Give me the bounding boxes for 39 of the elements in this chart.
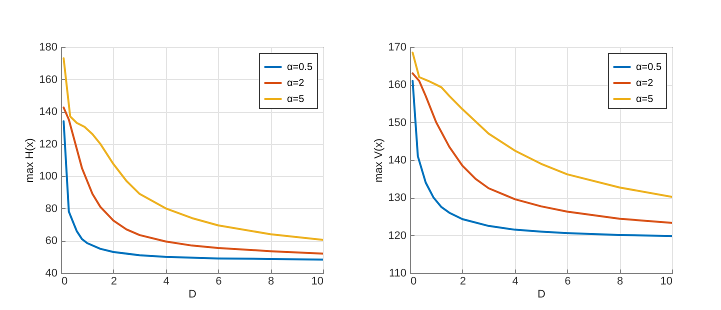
line-series [412, 52, 672, 198]
y-tick-label: 40 [45, 268, 58, 280]
y-tick-label: 160 [39, 74, 58, 86]
x-tick-label: 10 [660, 276, 672, 288]
y-tick-label: 120 [39, 138, 58, 150]
y-tick-label: 80 [45, 202, 58, 215]
x-tick-label: 0 [62, 276, 68, 288]
x-tick-label: 4 [163, 276, 170, 288]
x-tick-label: 2 [110, 276, 117, 288]
legend-label: α=2 [636, 78, 654, 89]
y-tick-label: 100 [39, 170, 58, 183]
x-tick-label: 2 [460, 276, 466, 288]
x-axis-title: D [188, 288, 197, 300]
y-tick-label: 140 [388, 154, 406, 166]
legend-label: α=0.5 [287, 62, 313, 73]
x-tick-label: 8 [617, 276, 624, 288]
y-tick-label: 170 [388, 42, 406, 54]
x-tick-label: 8 [268, 276, 274, 288]
x-tick-label: 6 [564, 276, 571, 288]
y-tick-label: 110 [388, 268, 406, 280]
y-tick-label: 120 [388, 230, 406, 242]
y-tick-label: 150 [388, 116, 406, 129]
y-tick-label: 60 [45, 235, 58, 248]
x-tick-label: 4 [512, 276, 518, 288]
line-series [62, 57, 323, 241]
legend-label: α=5 [287, 94, 305, 105]
y-tick-label: 130 [388, 192, 406, 204]
y-axis-title: max V(x) [373, 138, 386, 182]
y-axis-title: max H(x) [24, 138, 36, 183]
x-tick-label: 0 [410, 276, 417, 288]
y-tick-label: 160 [388, 79, 406, 92]
x-axis-title: D [538, 288, 546, 300]
x-tick-label: 10 [311, 276, 324, 288]
y-tick-label: 140 [39, 106, 58, 118]
x-tick-label: 6 [216, 276, 222, 288]
legend-label: α=5 [636, 94, 654, 105]
legend-label: α=2 [287, 78, 305, 89]
legend-label: α=0.5 [636, 62, 662, 73]
y-tick-label: 180 [39, 42, 58, 54]
